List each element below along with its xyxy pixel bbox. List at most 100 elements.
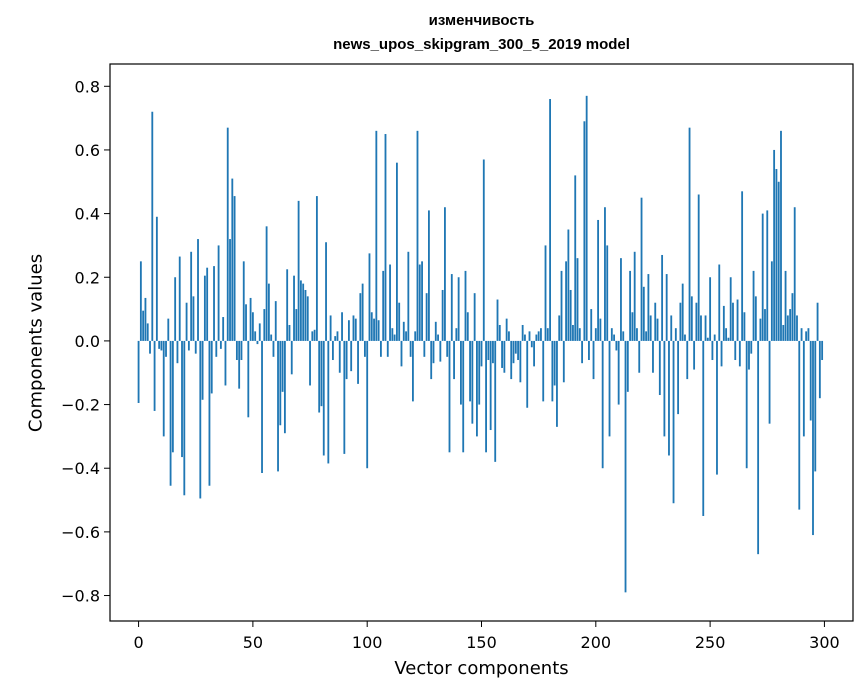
bar <box>501 340 503 368</box>
bar <box>764 309 766 341</box>
bar <box>741 191 744 341</box>
bar <box>382 270 385 341</box>
bar <box>572 324 574 341</box>
bar <box>444 207 446 341</box>
bar <box>469 340 471 402</box>
bar <box>574 175 577 341</box>
bar <box>361 283 364 341</box>
bar <box>743 312 746 341</box>
bar <box>386 340 389 357</box>
bar <box>734 340 737 361</box>
x-tick-label: 50 <box>243 633 263 652</box>
bar <box>286 269 289 341</box>
bar <box>149 340 151 354</box>
bar <box>359 293 362 341</box>
bar <box>528 331 531 341</box>
bar <box>183 340 186 496</box>
bar <box>636 328 638 341</box>
bar <box>610 328 613 341</box>
bar <box>338 340 341 373</box>
bar <box>706 337 709 341</box>
bar <box>329 315 332 341</box>
bar <box>311 331 314 341</box>
bar <box>272 340 275 357</box>
bar <box>265 226 268 341</box>
bar <box>366 340 369 469</box>
bar <box>690 296 693 341</box>
bar <box>508 331 510 341</box>
bar <box>402 321 405 341</box>
bar <box>597 219 600 341</box>
bar <box>423 340 426 357</box>
bar <box>549 99 551 341</box>
bar <box>219 340 222 349</box>
bar <box>546 328 549 341</box>
bar <box>165 340 167 357</box>
bar <box>608 340 611 437</box>
bar <box>448 340 451 453</box>
bar <box>718 264 721 341</box>
bar <box>478 340 481 405</box>
bar <box>208 340 211 486</box>
bar <box>206 267 209 341</box>
bar <box>256 340 259 345</box>
bar <box>583 121 586 341</box>
bar <box>343 340 346 454</box>
bar <box>137 340 140 403</box>
bar <box>526 340 529 408</box>
bar <box>777 181 780 341</box>
bar <box>450 274 453 341</box>
bar <box>640 197 643 341</box>
bar <box>473 293 476 341</box>
bar <box>428 210 430 341</box>
bar <box>190 251 193 341</box>
y-tick-label: 0.0 <box>75 332 100 351</box>
bar <box>352 315 355 341</box>
bar <box>439 340 442 362</box>
bar <box>471 340 474 424</box>
bar <box>514 340 517 354</box>
bar <box>185 302 188 341</box>
bar <box>606 245 609 341</box>
bar <box>288 324 291 341</box>
bar <box>688 127 691 341</box>
bar <box>780 130 782 341</box>
y-tick-label: 0.4 <box>75 205 100 224</box>
bar <box>489 340 492 431</box>
bar <box>354 318 357 341</box>
bar <box>254 331 257 341</box>
bar <box>729 277 732 341</box>
bar <box>530 340 533 348</box>
x-tick-label: 150 <box>466 633 497 652</box>
bar <box>684 334 686 341</box>
bar <box>274 301 277 341</box>
y-tick-label: 0.8 <box>75 77 100 96</box>
bar <box>336 331 339 341</box>
bar <box>144 297 147 341</box>
y-axis-ticks: −0.8 −0.6 −0.4 −0.2 0.0 0.2 0.4 0.6 0.8 <box>61 77 110 606</box>
bar <box>487 340 490 361</box>
bar <box>615 340 618 351</box>
bar <box>594 328 597 341</box>
bar <box>441 289 444 341</box>
bar <box>565 261 567 341</box>
bar <box>521 324 524 341</box>
bar <box>341 312 343 341</box>
x-tick-label: 300 <box>809 633 840 652</box>
bar <box>542 340 545 402</box>
bar <box>510 340 513 380</box>
bar <box>485 340 487 453</box>
bar <box>505 318 508 341</box>
bar <box>759 318 762 341</box>
bar <box>171 340 174 453</box>
bar <box>503 340 506 373</box>
bar <box>242 261 245 341</box>
bar <box>281 340 284 392</box>
bar <box>203 275 206 341</box>
bar <box>297 200 300 341</box>
bar <box>620 258 622 341</box>
bar <box>327 340 330 464</box>
y-tick-label: −0.6 <box>61 523 100 542</box>
y-tick-label: −0.2 <box>61 396 100 415</box>
